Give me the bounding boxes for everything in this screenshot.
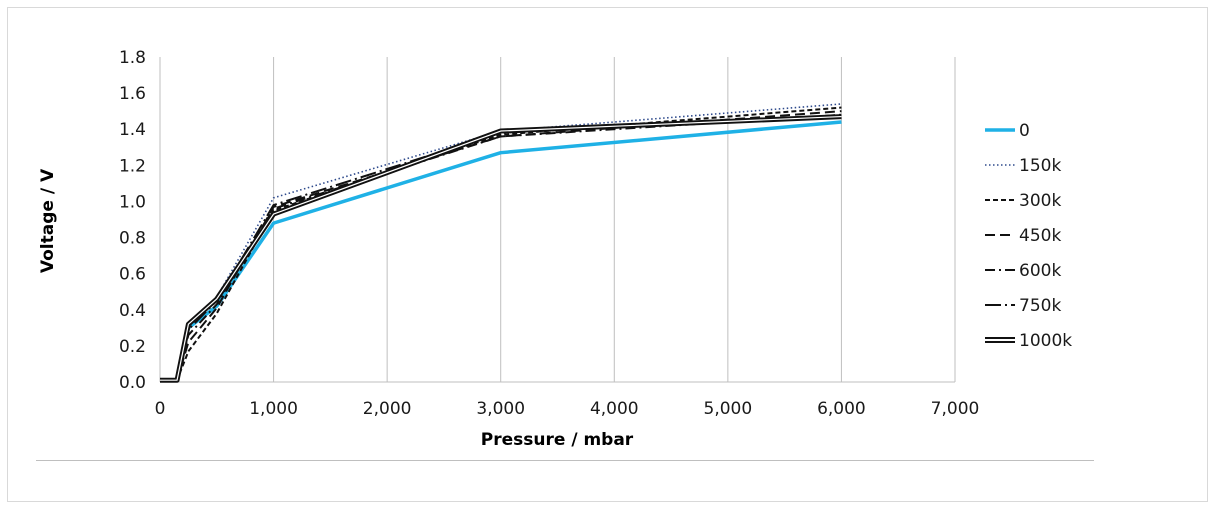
x-tick-label: 4,000 <box>590 399 639 419</box>
legend-label-600k: 600k <box>1019 261 1061 281</box>
x-tick-label: 2,000 <box>363 399 412 419</box>
x-tick-label: 5,000 <box>704 399 753 419</box>
y-tick-label: 1.8 <box>119 48 146 68</box>
y-tick-label: 1.4 <box>119 120 146 140</box>
series-lines <box>160 103 842 383</box>
legend-label-750k: 750k <box>1019 296 1061 316</box>
series-line-1000k-inner <box>160 115 842 381</box>
y-tick-label: 0.2 <box>119 337 146 357</box>
chart-frame <box>7 7 1208 502</box>
y-tick-label: 0.6 <box>119 265 146 285</box>
y-axis-title: Voltage / V <box>38 168 58 273</box>
legend-label-150k: 150k <box>1019 156 1061 176</box>
axes: 0 1,000 2,000 3,000 4,000 5,000 6,000 7,000 0.0 0… <box>119 48 979 419</box>
x-tick-label: 1,000 <box>249 399 298 419</box>
legend-label-450k: 450k <box>1019 226 1061 246</box>
y-tick-label: 1.0 <box>119 192 146 212</box>
y-tick-label: 0.4 <box>119 301 146 321</box>
y-tick-label: 0.0 <box>119 373 146 393</box>
legend-label-0: 0 <box>1019 121 1030 141</box>
x-axis-title: Pressure / mbar <box>481 430 634 450</box>
x-tick-label: 7,000 <box>931 399 980 419</box>
y-tick-label: 1.6 <box>119 84 146 104</box>
y-tick-label: 1.2 <box>119 156 146 176</box>
x-tick-label: 3,000 <box>476 399 525 419</box>
gridlines <box>273 57 956 382</box>
x-tick-label: 0 <box>155 399 166 419</box>
series-line-600k <box>160 113 842 382</box>
x-tick-label: 6,000 <box>817 399 866 419</box>
legend-label-1000k: 1000k <box>1019 331 1072 351</box>
legend-label-300k: 300k <box>1019 191 1061 211</box>
divider-line <box>36 460 1094 461</box>
legend: 0 150k 300k 450k 600k 750k 1000k <box>985 121 1072 351</box>
y-tick-label: 0.8 <box>119 229 146 249</box>
